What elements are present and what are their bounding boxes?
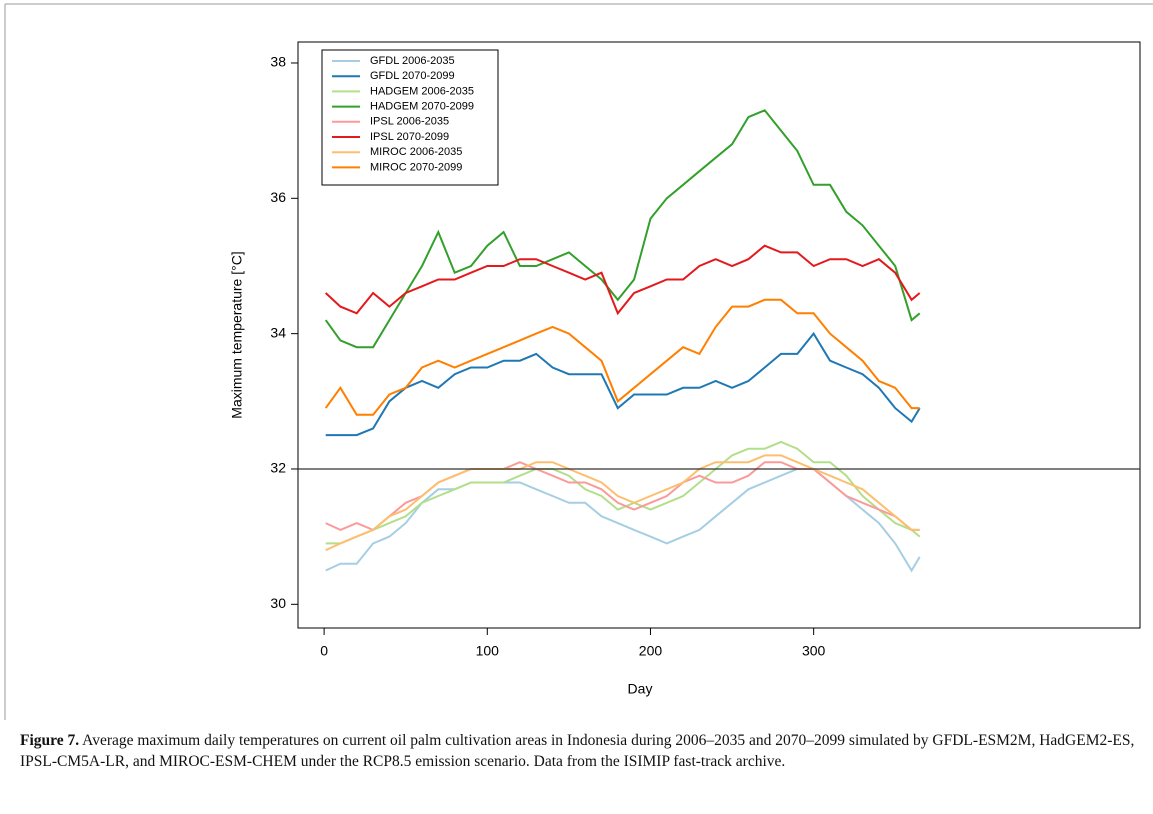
series-line <box>325 244 921 316</box>
series-line <box>325 454 920 552</box>
legend-label: GFDL 2006-2035 <box>370 55 455 67</box>
x-axis-label: Day <box>628 681 653 697</box>
caption: Figure 7. Average maximum daily temperat… <box>20 730 1145 772</box>
y-tick-label: 36 <box>270 189 286 205</box>
plot-box <box>297 41 1141 629</box>
caption-text: Average maximum daily temperatures on cu… <box>20 732 1135 770</box>
series-line <box>325 331 921 437</box>
y-axis-label: Maximum temperature [°C] <box>229 251 245 418</box>
y-tick-label: 32 <box>270 460 286 476</box>
y-tick-label: 34 <box>270 324 286 340</box>
legend-label: HADGEM 2006-2035 <box>370 85 474 97</box>
legend-label: IPSL 2070-2099 <box>370 131 449 143</box>
x-tick-label: 0 <box>320 643 328 659</box>
legend-box <box>321 49 499 186</box>
chart: Day Maximum temperature [°C] 30 32 34 36 38 0… <box>4 3 1153 720</box>
x-tick-label: 100 <box>476 643 500 659</box>
y-tick-label: 38 <box>270 54 286 70</box>
y-tick-label: 30 <box>270 595 286 611</box>
legend-label: MIROC 2070-2099 <box>370 161 462 173</box>
series-line <box>324 298 920 416</box>
legend-label: IPSL 2006-2035 <box>370 116 449 128</box>
legend-label: GFDL 2070-2099 <box>370 70 455 82</box>
series-line <box>325 440 921 545</box>
legend-label: HADGEM 2070-2099 <box>370 101 474 113</box>
caption-label: Figure 7. <box>20 732 80 749</box>
x-tick-label: 200 <box>639 643 663 659</box>
series-line <box>325 461 920 532</box>
x-tick-label: 300 <box>802 643 826 659</box>
series-line <box>324 109 921 349</box>
legend-label: MIROC 2006-2035 <box>370 146 462 158</box>
